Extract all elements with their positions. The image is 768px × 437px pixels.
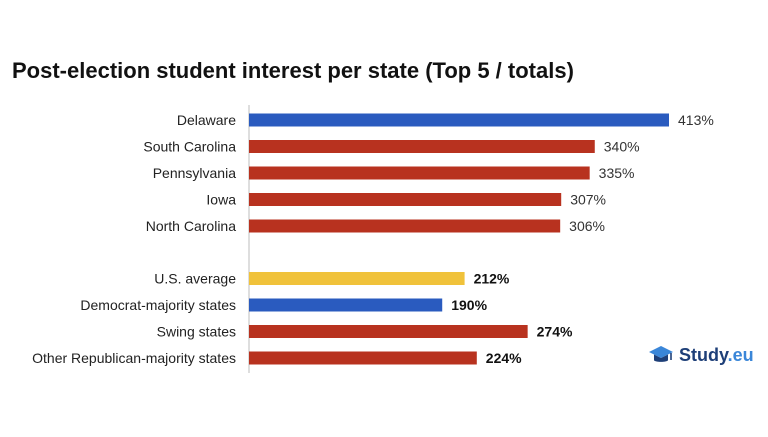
value-label-delaware: 413% (678, 112, 714, 128)
bar-pennsylvania (249, 166, 590, 180)
bar-delaware (249, 113, 669, 127)
category-label-delaware: Delaware (177, 112, 236, 128)
bar-democrat-majority-states (249, 298, 443, 312)
category-label-pennsylvania: Pennsylvania (153, 165, 236, 181)
bar-south-carolina (249, 140, 595, 153)
value-label-pennsylvania: 335% (599, 165, 635, 181)
category-label-swing-states: Swing states (157, 324, 236, 340)
category-label-other-republican-majority-states: Other Republican-majority states (32, 350, 236, 366)
value-label-u-s-average: 212% (474, 271, 510, 287)
category-label-iowa: Iowa (206, 192, 236, 208)
bar-iowa (249, 193, 562, 206)
category-label-south-carolina: South Carolina (143, 139, 236, 155)
value-label-other-republican-majority-states: 224% (486, 350, 522, 366)
value-label-south-carolina: 340% (604, 139, 640, 155)
bar-north-carolina (249, 219, 561, 233)
category-label-democrat-majority-states: Democrat-majority states (80, 297, 236, 313)
study-eu-logo: Study.eu (648, 344, 754, 366)
category-label-u-s-average: U.S. average (154, 271, 236, 287)
bar-u-s-average (249, 272, 465, 285)
graduation-cap-icon (649, 346, 673, 362)
bar-swing-states (249, 325, 528, 338)
value-label-iowa: 307% (570, 192, 606, 208)
value-label-north-carolina: 306% (569, 218, 605, 234)
value-label-democrat-majority-states: 190% (451, 297, 487, 313)
bar-other-republican-majority-states (249, 351, 477, 365)
chart-title: Post-election student interest per state… (12, 58, 574, 83)
value-label-swing-states: 274% (537, 324, 573, 340)
category-label-north-carolina: North Carolina (146, 218, 236, 234)
brand-name: Study.eu (679, 344, 754, 365)
